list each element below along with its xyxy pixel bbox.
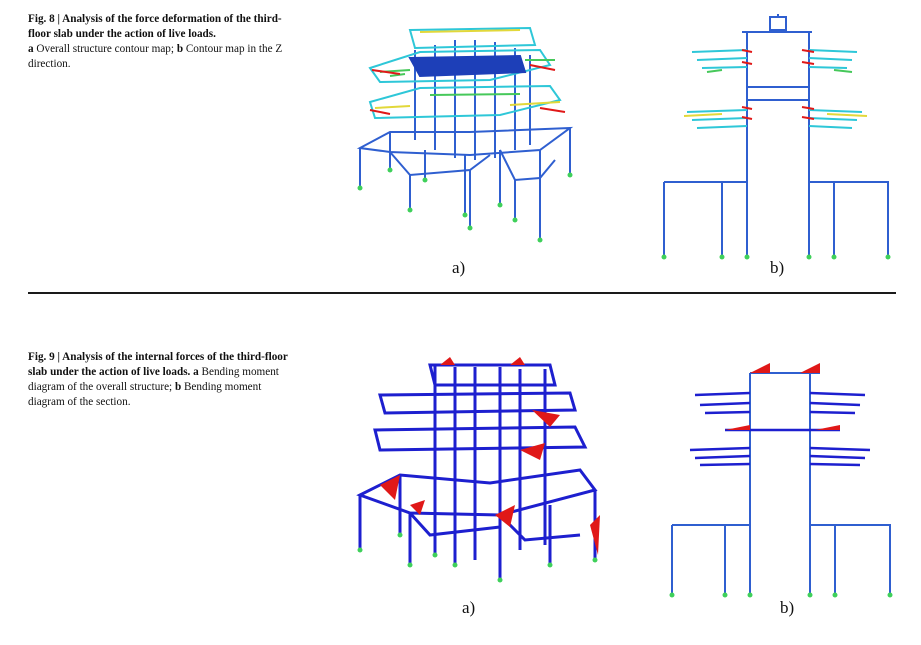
fig9-part-b-letter: b [174, 381, 182, 393]
fig9-title: Fig. 9 | Analysis of the internal forces… [28, 351, 288, 378]
fig9-part-a-letter: a [193, 366, 199, 378]
fig8-panel-a-label: a) [452, 258, 466, 277]
fig8-part-a-text: Overall structure contour map; [33, 43, 177, 55]
fig8-caption: Fig. 8 | Analysis of the force deformati… [28, 12, 296, 72]
fig8a-svg [356, 26, 574, 243]
fig8b-svg [661, 14, 891, 260]
fig8-part-b-text: Contour map in the Z direction. [28, 43, 283, 70]
fig8a-structure-contour-image [350, 10, 590, 270]
fig8b-section-contour-image [661, 12, 894, 262]
fig9-part-b-text: Bending moment diagram of the section. [28, 381, 262, 408]
section-divider [28, 292, 896, 294]
fig9a-svg [356, 357, 600, 583]
fig8-part-b-letter: b [176, 43, 184, 55]
fig8-panel-b-label: b) [770, 258, 785, 277]
fig8-part-a-letter: a [28, 43, 34, 55]
fig9b-svg [669, 363, 893, 598]
fig9b-bending-moment-image [669, 355, 900, 600]
fig9a-bending-moment-image [350, 355, 610, 595]
fig8-title: Fig. 8 | Analysis of the force deformati… [28, 13, 282, 40]
fig9-panel-b-label: b) [780, 598, 795, 617]
fig9-part-a-text: Bending moment diagram of the overall st… [28, 366, 279, 393]
fig9-caption: Fig. 9 | Analysis of the internal forces… [28, 350, 296, 410]
fig9-panel-a-label: a) [462, 598, 476, 617]
